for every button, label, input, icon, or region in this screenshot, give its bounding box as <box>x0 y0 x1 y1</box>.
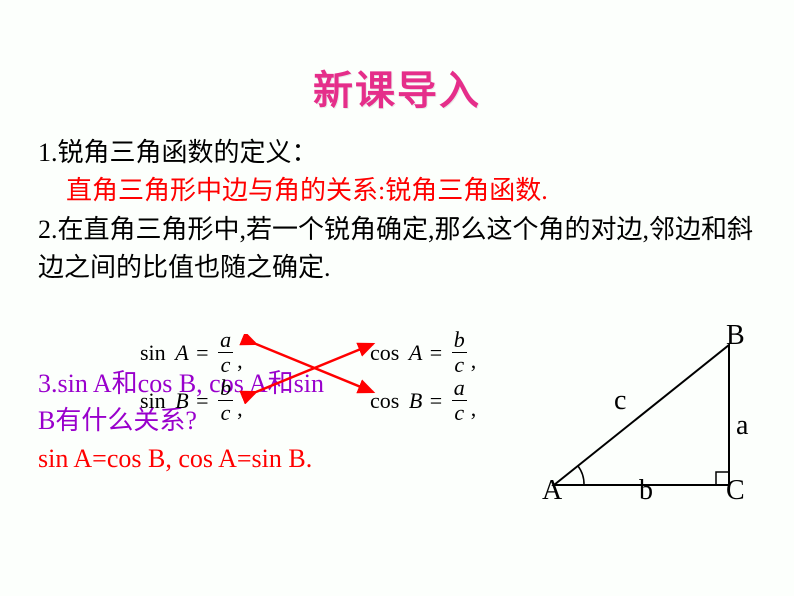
item1-answer: 直角三角形中边与角的关系:锐角三角函数. <box>38 172 756 210</box>
triangle-diagram: A B C a b c <box>544 335 754 505</box>
comma: , <box>471 348 477 374</box>
vertex-A: A <box>542 475 562 507</box>
formula-cosB: cos B = ac , <box>370 377 476 424</box>
den-c: c <box>219 402 233 424</box>
num-a: a <box>452 377 467 399</box>
item2-text: 2.在直角三角形中,若一个锐角确定,那么这个角的对边,邻边和斜边之间的比值也随之… <box>38 211 756 286</box>
den-c: c <box>452 354 466 376</box>
comma: , <box>471 396 477 422</box>
comma: , <box>237 396 243 422</box>
var-A: A <box>175 340 188 366</box>
var-A: A <box>409 340 422 366</box>
var-B: B <box>175 388 188 414</box>
num-a: a <box>218 329 233 351</box>
num-b: b <box>452 329 467 351</box>
num-b: b <box>218 377 233 399</box>
den-c: c <box>219 354 233 376</box>
formula-cosA: cos A = bc , <box>370 329 476 376</box>
slide-title: 新课导入 <box>0 0 794 116</box>
formula-block: sin A = ac , cos A = bc , sin B = bc , c… <box>140 329 560 419</box>
comma: , <box>237 348 243 374</box>
item1-question: 1.锐角三角函数的定义： <box>38 134 756 172</box>
fn-cos: cos <box>370 340 399 366</box>
side-a: a <box>736 410 748 442</box>
var-B: B <box>409 388 422 414</box>
fn-cos: cos <box>370 388 399 414</box>
vertex-B: B <box>726 320 745 352</box>
formula-sinB: sin B = bc , <box>140 377 243 424</box>
formula-sinA: sin A = ac , <box>140 329 243 376</box>
den-c: c <box>452 402 466 424</box>
vertex-C: C <box>726 475 745 507</box>
side-b: b <box>639 475 653 507</box>
side-c: c <box>614 385 626 417</box>
fn-sin: sin <box>140 388 166 414</box>
fn-sin: sin <box>140 340 166 366</box>
